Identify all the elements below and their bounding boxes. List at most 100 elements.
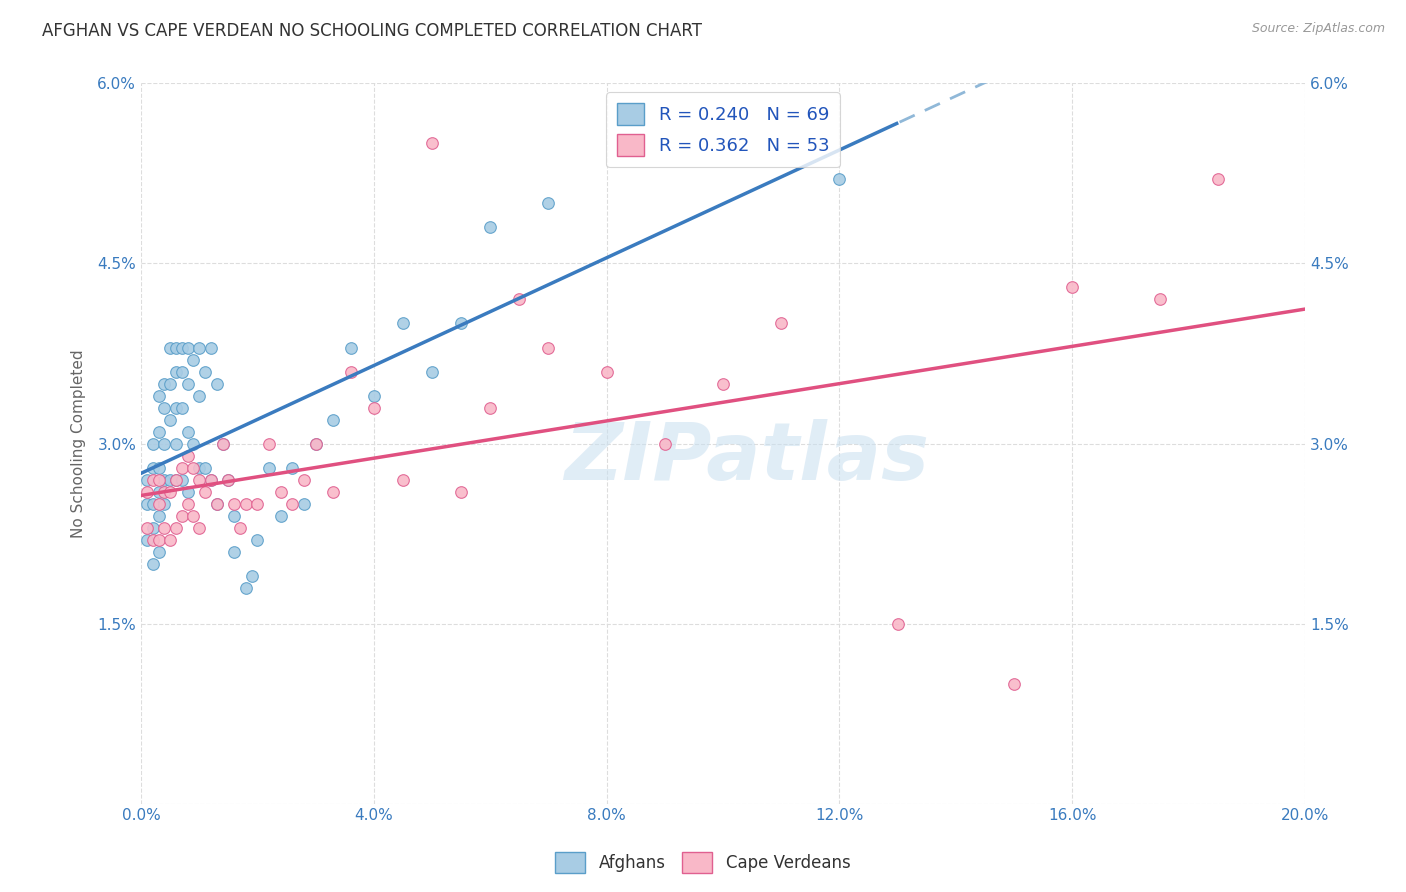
Point: [200, 341, 222, 355]
Point: [450, 317, 472, 331]
Point: [142, 497, 165, 511]
Point: [229, 520, 252, 534]
Point: [508, 293, 530, 307]
Point: [450, 484, 472, 499]
Point: [305, 436, 328, 450]
Y-axis label: No Schooling Completed: No Schooling Completed: [72, 349, 86, 538]
Point: [188, 473, 211, 487]
Point: [159, 484, 181, 499]
Point: [165, 436, 187, 450]
Point: [153, 520, 176, 534]
Text: ZIPatlas: ZIPatlas: [564, 419, 929, 497]
Point: [148, 544, 170, 558]
Point: [165, 520, 187, 534]
Point: [176, 376, 198, 391]
Point: [246, 497, 269, 511]
Point: [170, 364, 193, 378]
Point: [1002, 676, 1025, 690]
Point: [183, 508, 205, 523]
Point: [165, 473, 187, 487]
Point: [224, 497, 246, 511]
Point: [205, 497, 228, 511]
Point: [135, 473, 157, 487]
Text: AFGHAN VS CAPE VERDEAN NO SCHOOLING COMPLETED CORRELATION CHART: AFGHAN VS CAPE VERDEAN NO SCHOOLING COMP…: [42, 22, 702, 40]
Point: [200, 473, 222, 487]
Point: [148, 460, 170, 475]
Point: [281, 460, 304, 475]
Point: [654, 436, 676, 450]
Point: [159, 376, 181, 391]
Point: [142, 533, 165, 547]
Point: [148, 388, 170, 402]
Point: [153, 497, 176, 511]
Point: [135, 520, 157, 534]
Point: [153, 401, 176, 415]
Point: [188, 460, 211, 475]
Point: [142, 557, 165, 571]
Point: [165, 473, 187, 487]
Point: [257, 436, 280, 450]
Point: [537, 341, 560, 355]
Point: [183, 436, 205, 450]
Point: [1206, 172, 1229, 186]
Point: [886, 616, 908, 631]
Point: [194, 484, 217, 499]
Point: [176, 497, 198, 511]
Point: [292, 473, 315, 487]
Point: [479, 401, 502, 415]
Point: [828, 172, 851, 186]
Point: [159, 412, 181, 426]
Point: [142, 473, 165, 487]
Point: [479, 220, 502, 235]
Point: [194, 460, 217, 475]
Point: [176, 484, 198, 499]
Point: [420, 364, 443, 378]
Point: [205, 497, 228, 511]
Point: [148, 473, 170, 487]
Legend: R = 0.240   N = 69, R = 0.362   N = 53: R = 0.240 N = 69, R = 0.362 N = 53: [606, 93, 839, 167]
Point: [211, 436, 233, 450]
Point: [165, 341, 187, 355]
Point: [142, 460, 165, 475]
Point: [339, 364, 361, 378]
Point: [1149, 293, 1171, 307]
Point: [270, 484, 292, 499]
Point: [322, 412, 344, 426]
Point: [135, 497, 157, 511]
Point: [148, 533, 170, 547]
Point: [1062, 280, 1084, 294]
Point: [292, 497, 315, 511]
Point: [770, 317, 793, 331]
Point: [595, 364, 617, 378]
Point: [176, 449, 198, 463]
Point: [176, 425, 198, 439]
Point: [170, 341, 193, 355]
Point: [392, 473, 415, 487]
Point: [224, 508, 246, 523]
Point: [188, 520, 211, 534]
Point: [205, 376, 228, 391]
Point: [153, 484, 176, 499]
Point: [170, 401, 193, 415]
Point: [305, 436, 328, 450]
Point: [148, 508, 170, 523]
Text: Source: ZipAtlas.com: Source: ZipAtlas.com: [1251, 22, 1385, 36]
Point: [148, 484, 170, 499]
Point: [170, 473, 193, 487]
Point: [159, 341, 181, 355]
Point: [624, 136, 647, 151]
Point: [363, 401, 385, 415]
Point: [392, 317, 415, 331]
Point: [224, 544, 246, 558]
Point: [142, 520, 165, 534]
Point: [235, 581, 257, 595]
Point: [240, 568, 263, 582]
Point: [257, 460, 280, 475]
Point: [217, 473, 239, 487]
Point: [170, 460, 193, 475]
Point: [142, 436, 165, 450]
Point: [211, 436, 233, 450]
Point: [183, 352, 205, 367]
Point: [153, 376, 176, 391]
Point: [537, 196, 560, 211]
